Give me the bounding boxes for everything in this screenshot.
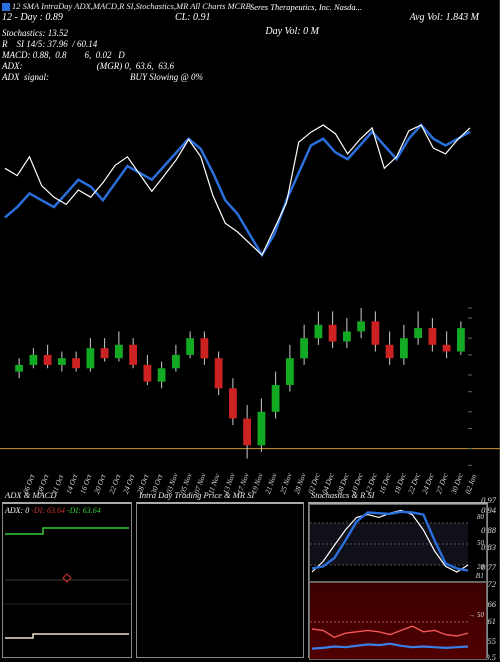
header-l1: 12 SMA IntraDay ADX,MACD,R SI,Stochastic… <box>12 1 251 11</box>
tick-80: 80 <box>477 513 484 521</box>
stat-adx-signal: ADX signal: BUY Slowing @ 0% <box>2 72 203 83</box>
panel-adx-macd: ADX & MACD ADX: 0 -DI: 63.64 -DI: 63.64 <box>2 502 132 658</box>
stat-rsi: R SI 14/5: 37.96 / 60.14 <box>2 39 203 50</box>
header-l2: 12 - Day : 0.89 <box>2 12 63 23</box>
stats-block: Stochastics: 13.52 R SI 14/5: 37.96 / 60… <box>2 28 203 83</box>
stat-stochastics: Stochastics: 13.52 <box>2 28 203 39</box>
tick-50: 50 <box>477 539 484 547</box>
header-avgvol: Avg Vol: 1.843 M <box>410 12 479 23</box>
panel-stochastics: Stochastics & R SI 80 50 20 B1 → 50 <box>308 502 488 658</box>
panel-c-title: Stochastics & R SI <box>311 490 375 500</box>
bottom-panels: ADX & MACD ADX: 0 -DI: 63.64 -DI: 63.64 … <box>0 502 500 660</box>
tick-20: 20 <box>477 563 484 571</box>
panel-a-title: ADX & MACD <box>5 490 56 500</box>
stoch-br: B1 <box>476 571 484 580</box>
stat-macd: MACD: 0.88, 0.8 6, 0.02 D <box>2 50 203 61</box>
sma-line-chart <box>0 95 500 265</box>
rsi-subpanel: → 50 <box>309 582 487 660</box>
panel-b-title: Intra Day Trading Price & MR SI <box>139 490 254 500</box>
candlestick-chart: 0.970.940.880.830.770.720.660.610.55→0.5 <box>0 290 500 480</box>
panel-intraday: Intra Day Trading Price & MR SI <box>136 502 304 658</box>
stat-adx: ADX: (MGR) 0, 63.6, 63.6 <box>2 61 203 72</box>
header-company: Seres Therapeutics, Inc. Nasda... <box>250 2 362 12</box>
tick-arrow-50: → 50 <box>468 611 484 619</box>
stochastics-subpanel: 80 50 20 B1 <box>309 504 487 582</box>
adx-readout: ADX: 0 -DI: 63.64 -DI: 63.64 <box>5 506 101 515</box>
header-dayvol: Day Vol: 0 M <box>265 26 319 37</box>
header-cl: CL: 0.91 <box>175 12 211 23</box>
